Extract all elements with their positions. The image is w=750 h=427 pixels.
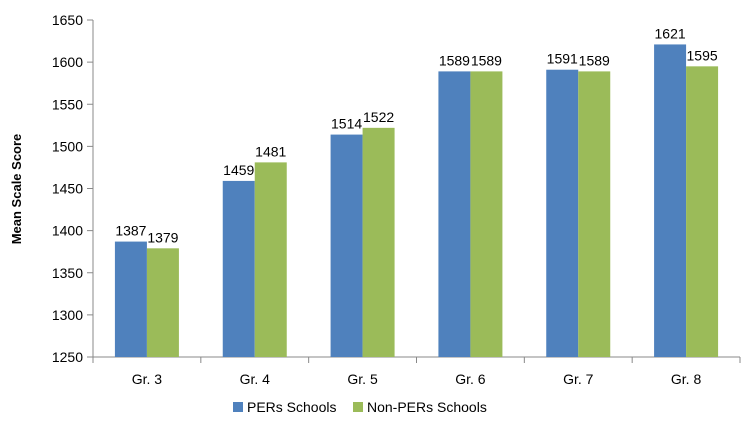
bar (470, 71, 503, 357)
x-category-label: Gr. 7 (563, 371, 594, 387)
bar (686, 66, 719, 358)
bar (254, 162, 287, 357)
y-tick-label: 1500 (52, 138, 83, 154)
bar (546, 69, 579, 358)
legend-swatch (233, 402, 243, 412)
bar (222, 180, 255, 357)
data-label: 1459 (223, 162, 254, 178)
data-label: 1387 (115, 223, 146, 239)
data-label: 1591 (547, 51, 578, 67)
x-category-label: Gr. 3 (132, 371, 163, 387)
y-tick-label: 1450 (52, 181, 83, 197)
bar (330, 134, 363, 357)
x-category-label: Gr. 8 (671, 371, 702, 387)
data-label: 1589 (439, 52, 470, 68)
y-tick-label: 1300 (52, 307, 83, 323)
data-label: 1621 (655, 25, 686, 41)
legend-label: PERs Schools (247, 399, 336, 415)
data-label: 1522 (363, 109, 394, 125)
data-label: 1481 (255, 143, 286, 159)
bar (438, 71, 471, 357)
legend-label: Non-PERs Schools (367, 399, 487, 415)
bar (654, 44, 687, 358)
y-tick-label: 1600 (52, 54, 83, 70)
y-tick-label: 1550 (52, 96, 83, 112)
data-label: 1589 (579, 52, 610, 68)
plot-area: 1250 1300 1350 1400 1450 1500 1550 1600 1650 1387… (52, 12, 741, 387)
y-tick-label: 1650 (52, 12, 83, 28)
x-category-label: Gr. 5 (347, 371, 378, 387)
y-tick-label: 1350 (52, 265, 83, 281)
bar (578, 71, 611, 357)
bar (146, 248, 179, 357)
x-category-label: Gr. 4 (240, 371, 271, 387)
bar (362, 127, 395, 357)
data-label: 1514 (331, 116, 362, 132)
legend-swatch (353, 402, 363, 412)
y-axis-title: Mean Scale Score (9, 134, 24, 245)
bar (114, 241, 147, 357)
data-label: 1595 (687, 47, 718, 63)
data-label: 1589 (471, 52, 502, 68)
data-label: 1379 (147, 229, 178, 245)
y-tick-label: 1250 (52, 349, 83, 365)
legend: PERs Schools Non-PERs Schools (233, 399, 487, 415)
y-tick-label: 1400 (52, 223, 83, 239)
x-category-label: Gr. 6 (455, 371, 486, 387)
